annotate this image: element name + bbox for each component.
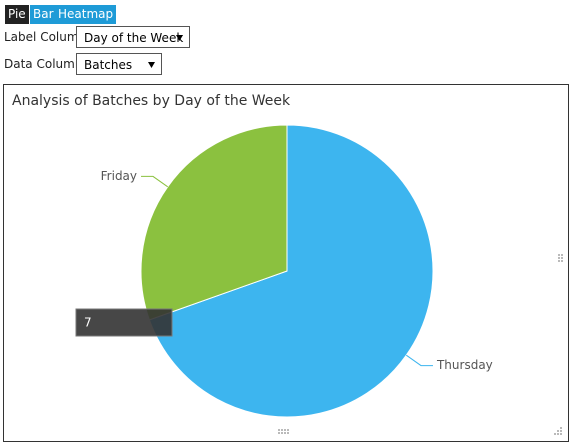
dropdown-arrow	[176, 35, 183, 41]
chart-panel: Analysis of Batches by Day of the Week T…	[3, 84, 569, 442]
resize-handle[interactable]	[278, 254, 563, 435]
tooltip-box	[75, 308, 173, 337]
select-value: Batches	[84, 58, 133, 72]
tooltip: 7	[75, 308, 173, 337]
label-column-select[interactable]: Day of the Week	[76, 26, 190, 48]
leader-line	[405, 354, 433, 367]
heatmap-button[interactable]: Heatmap	[55, 5, 117, 24]
bar-button[interactable]: Bar	[30, 5, 57, 24]
pie-button[interactable]: Pie	[5, 5, 29, 24]
slice-label: Thursday	[436, 358, 493, 372]
chart-title: Analysis of Batches by Day of the Week	[12, 93, 291, 109]
tooltip-value: 7	[84, 316, 92, 330]
select-value: Day of the Week	[84, 31, 184, 45]
label-column-label: Label Column	[4, 30, 87, 44]
chart: Analysis of Batches by Day of the Week T…	[12, 93, 563, 435]
pie-slice	[140, 124, 288, 321]
leader-line	[141, 175, 169, 188]
data-column-select[interactable]: Batches	[76, 53, 162, 75]
data-column-label: Data Column	[4, 57, 83, 71]
slice-label: Friday	[101, 169, 137, 183]
dropdown-arrow	[148, 62, 155, 68]
